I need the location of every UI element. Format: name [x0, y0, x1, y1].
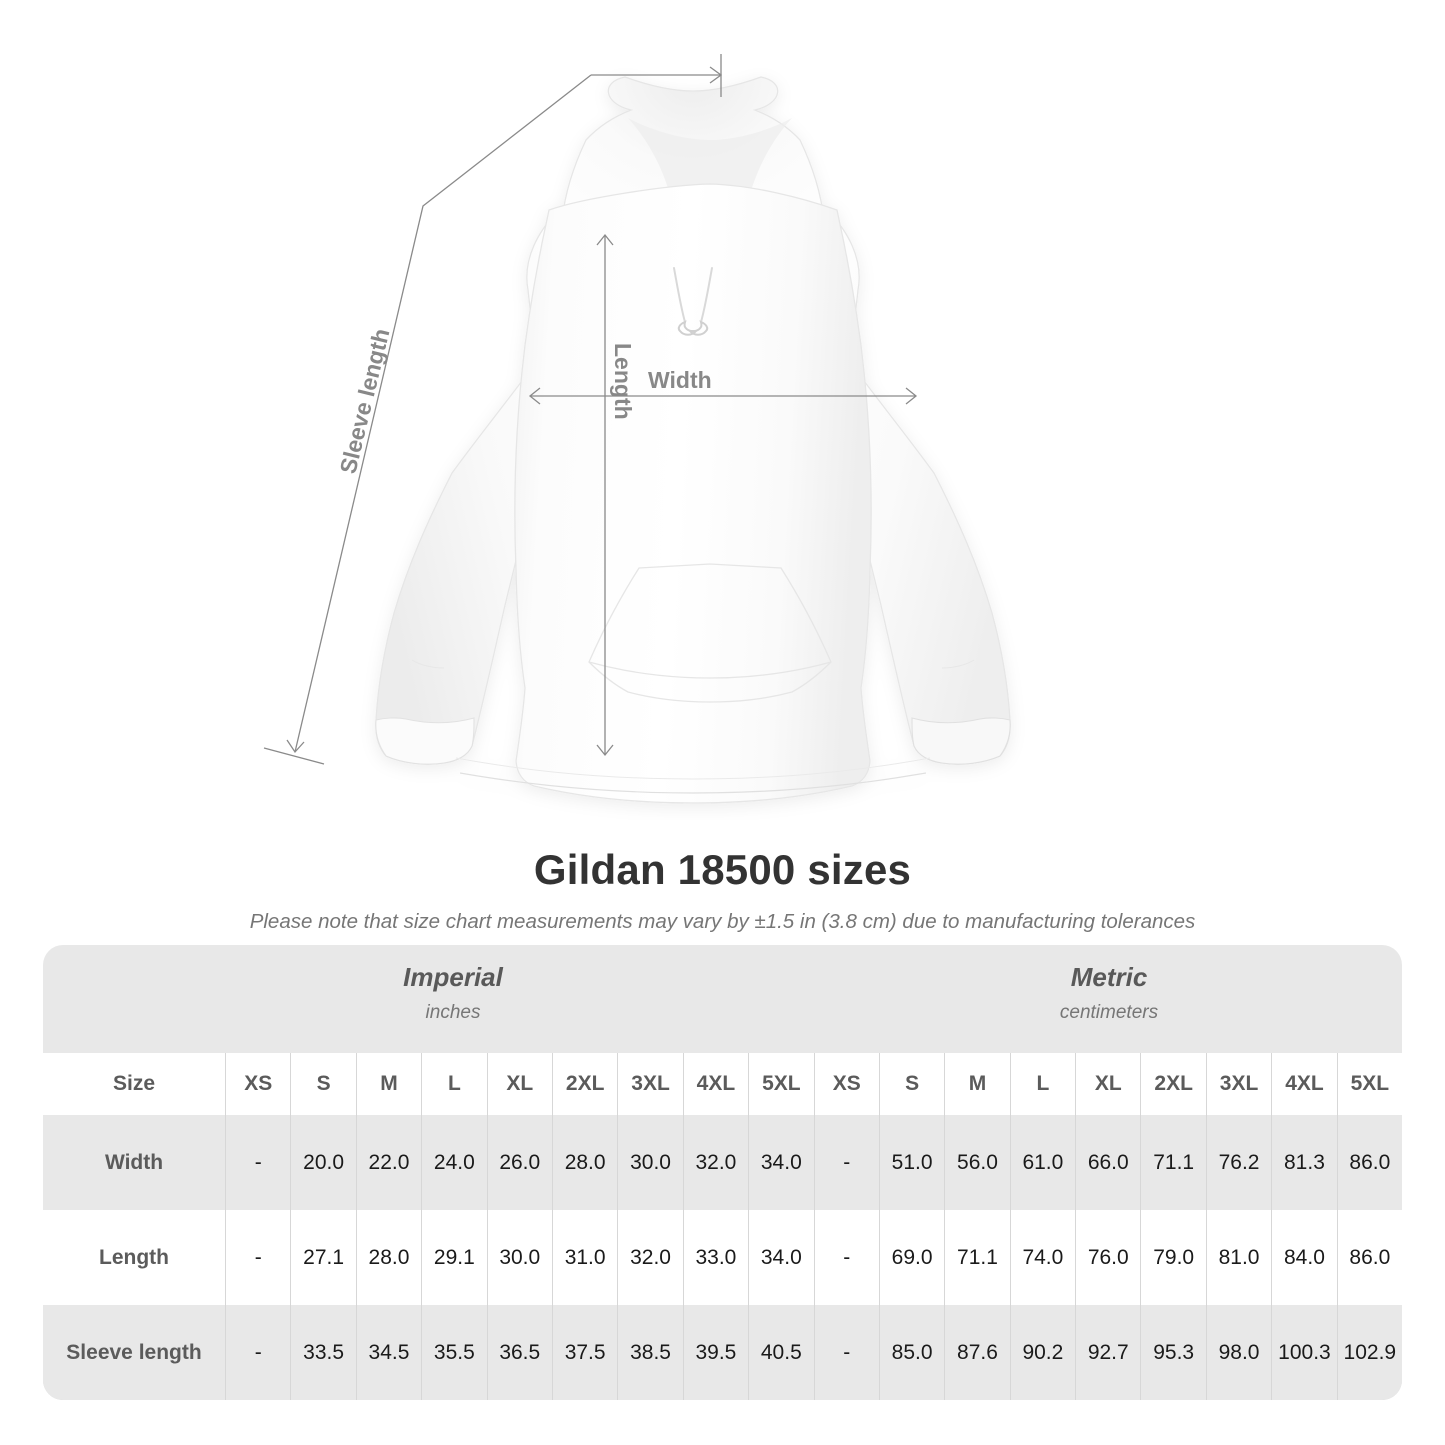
svg-text:Sleeve length: Sleeve length [335, 326, 395, 476]
svg-text:Length: Length [610, 343, 636, 420]
svg-text:Width: Width [648, 367, 712, 393]
